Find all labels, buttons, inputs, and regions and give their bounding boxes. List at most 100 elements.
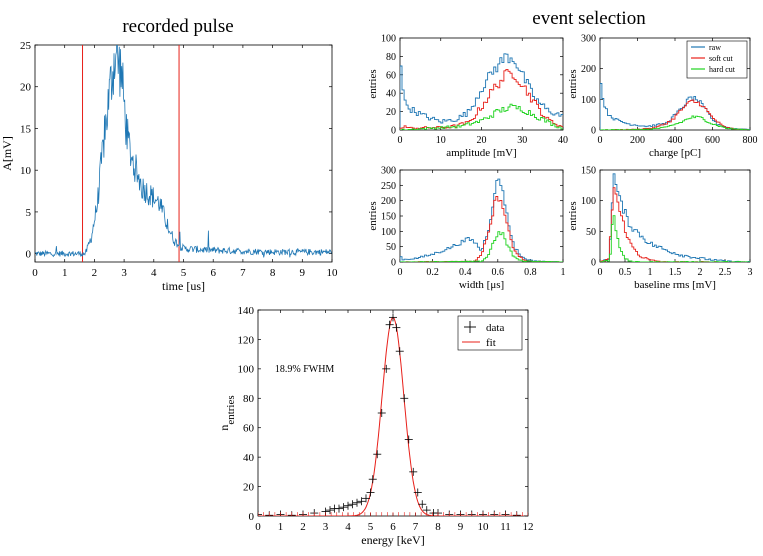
legend-label-fit: fit — [486, 337, 496, 349]
data-point — [339, 503, 348, 512]
x-axis-label: charge [pC] — [649, 147, 701, 159]
data-point — [413, 488, 422, 497]
x-tick-label: 9 — [300, 267, 306, 279]
section-title-event-selection: event selection — [532, 8, 646, 29]
plot-area — [258, 313, 528, 516]
x-tick-label: 9 — [458, 521, 464, 533]
x-tick-label: 0.6 — [492, 267, 505, 278]
x-tick-label: 0.4 — [459, 267, 472, 278]
data-point — [418, 500, 427, 509]
x-tick-label: 1 — [648, 267, 653, 278]
y-tick-label: 40 — [243, 452, 255, 464]
y-tick-label: 80 — [243, 393, 255, 405]
plot-frame — [34, 44, 333, 263]
y-tick-label: 0 — [391, 126, 396, 137]
y-axis-label: entries — [567, 69, 579, 98]
y-tick-label: 5 — [26, 207, 32, 219]
y-tick-label: 140 — [238, 305, 255, 317]
y-tick-label: 100 — [581, 95, 596, 106]
y-tick-label: 250 — [381, 181, 396, 192]
x-tick-label: 3 — [748, 267, 753, 278]
y-tick-label: 60 — [386, 70, 396, 81]
y-tick-label: 200 — [581, 64, 596, 75]
x-tick-label: 5 — [368, 521, 374, 533]
y-tick-label: 0 — [391, 258, 396, 269]
data-point — [366, 488, 375, 497]
plot-frame — [399, 169, 564, 263]
histogram-soft-cut — [400, 68, 563, 130]
x-tick-label: 0 — [32, 267, 38, 279]
histogram-hard-cut — [600, 115, 750, 130]
y-tick-label: 10 — [20, 165, 32, 177]
histogram-hard-cut — [400, 231, 563, 262]
y-tick-label: 200 — [381, 196, 396, 207]
y-tick-label: 150 — [581, 166, 596, 177]
histogram-raw — [600, 173, 750, 262]
x-tick-label: 400 — [668, 135, 683, 146]
x-tick-label: 7 — [240, 267, 246, 279]
y-axis-label: A[mV] — [0, 136, 14, 171]
legend-box — [457, 315, 523, 351]
x-tick-label: 2.5 — [719, 267, 732, 278]
data-point — [385, 320, 394, 329]
pulse-trace — [35, 45, 332, 258]
section-title-recorded-pulse: recorded pulse — [122, 16, 233, 37]
y-tick-label: 80 — [386, 52, 396, 63]
x-tick-label: 10 — [436, 135, 446, 146]
y-tick-label: 15 — [20, 123, 32, 135]
y-tick-label: 300 — [581, 34, 596, 45]
y-tick-label: 20 — [243, 481, 255, 493]
x-tick-label: 4 — [345, 521, 351, 533]
y-tick-label: 60 — [243, 423, 255, 435]
y-tick-label: 20 — [386, 107, 396, 118]
fwhm-annotation: 18.9% FWHM — [275, 364, 335, 375]
y-tick-label: 40 — [386, 89, 396, 100]
y-tick-label: 50 — [386, 242, 396, 253]
x-tick-label: 0 — [598, 135, 603, 146]
baseline-rms-histogram: 0 0.5 1 1.5 2 2.5 3 0 50 100 150 baseline rms [mV] e… — [567, 166, 753, 292]
plot-area — [600, 173, 750, 262]
data-point — [400, 394, 409, 403]
legend-label-hard-cut: hard cut — [709, 65, 736, 74]
data-point — [348, 500, 357, 509]
x-tick-label: 0 — [255, 521, 261, 533]
x-tick-label: 4 — [151, 267, 157, 279]
x-tick-label: 5 — [181, 267, 187, 279]
x-tick-label: 20 — [477, 135, 487, 146]
data-point — [357, 497, 366, 506]
data-point — [353, 498, 361, 507]
data-point — [382, 364, 391, 373]
y-tick-label: 100 — [381, 34, 396, 45]
plot-area — [600, 83, 750, 130]
x-tick-label: 10 — [327, 267, 339, 279]
y-axis-label: nentries — [217, 395, 237, 430]
x-tick-label: 0 — [398, 267, 403, 278]
x-tick-label: 30 — [517, 135, 527, 146]
y-tick-label: 0 — [591, 126, 596, 137]
x-tick-label: 10 — [478, 521, 490, 533]
pulse-plot: 0 1 2 3 4 5 6 7 8 9 10 0 5 10 15 20 25 time [us] A[mV] — [0, 40, 339, 293]
charge-histogram: 0 200 400 600 800 0 100 200 300 charge [pC] entrie… — [567, 34, 758, 160]
x-tick-label: 40 — [558, 135, 568, 146]
x-tick-label: 2 — [698, 267, 703, 278]
y-tick-label: 25 — [20, 40, 32, 52]
x-tick-label: 12 — [523, 521, 534, 533]
x-tick-label: 2 — [300, 521, 306, 533]
data-point — [373, 450, 382, 459]
plot-frame — [399, 37, 564, 131]
histogram-hard-cut — [600, 215, 750, 262]
x-tick-label: 3 — [121, 267, 127, 279]
x-tick-label: 0.5 — [619, 267, 632, 278]
data-point — [326, 506, 334, 515]
y-tick-label: 100 — [238, 364, 255, 376]
x-axis-label: energy [keV] — [361, 533, 424, 547]
data-point — [344, 501, 352, 510]
x-tick-label: 1 — [62, 267, 68, 279]
x-tick-label: 200 — [630, 135, 645, 146]
plot-area — [400, 178, 563, 262]
plot-area — [35, 45, 332, 262]
x-tick-label: 1 — [278, 521, 284, 533]
x-tick-label: 600 — [705, 135, 720, 146]
y-tick-label: 0 — [591, 258, 596, 269]
